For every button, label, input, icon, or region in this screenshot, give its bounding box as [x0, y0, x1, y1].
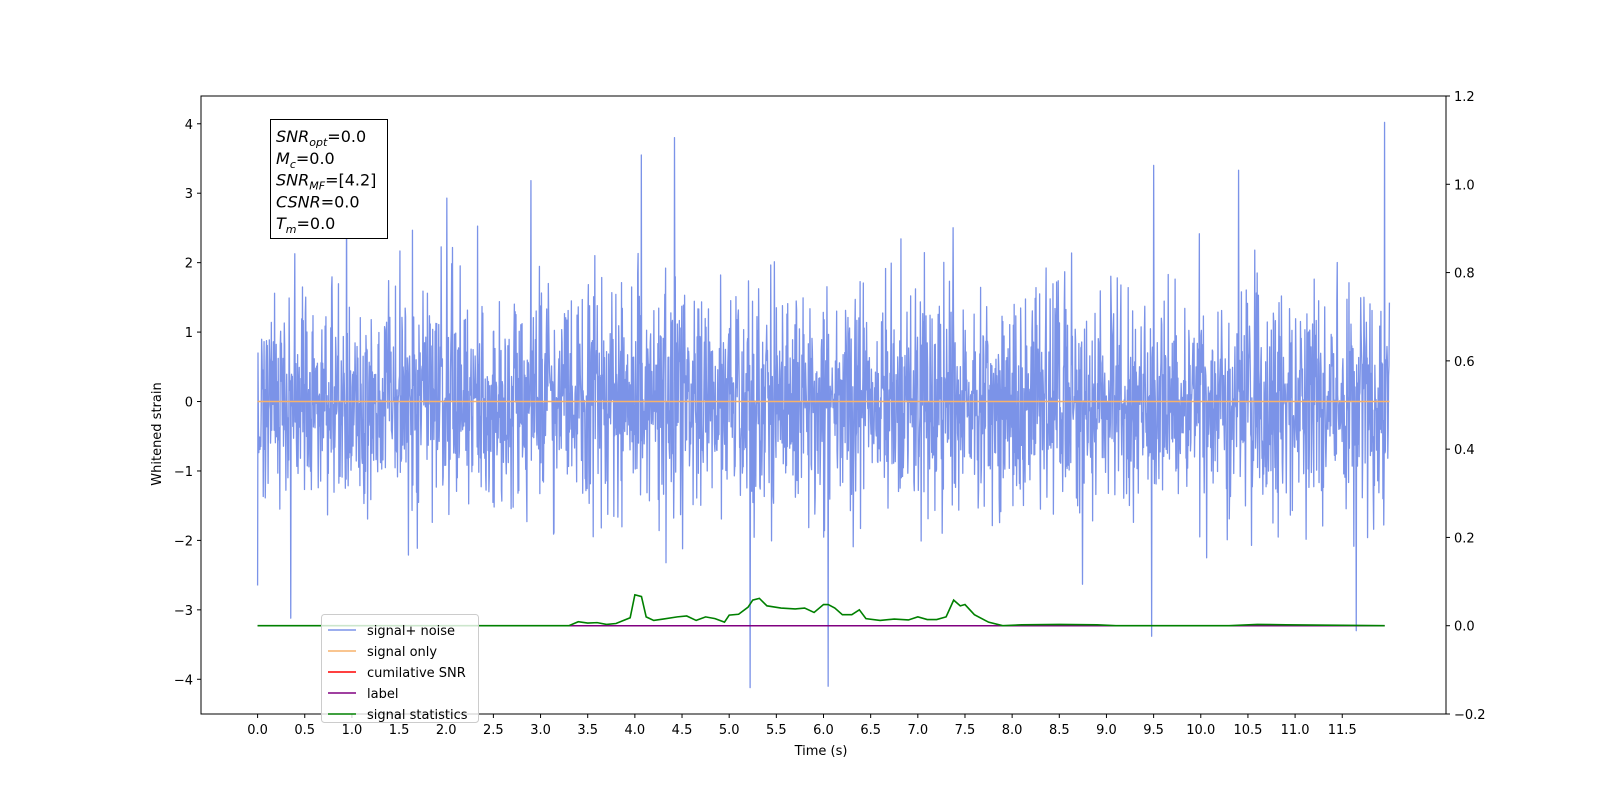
info-line: Mc=0.0 [276, 149, 335, 171]
info-line: SNRMF=[4.2] [276, 171, 376, 193]
y-tick-label: −3 [174, 604, 193, 619]
y-tick-label: 2 [185, 257, 193, 272]
x-tick-label: 8.0 [1002, 723, 1023, 738]
x-tick-label: 1.5 [389, 723, 410, 738]
x-tick-label: 4.5 [672, 723, 693, 738]
x-tick-label: 2.5 [483, 723, 504, 738]
legend: signal+ noise signal only cumilative SNR la… [321, 614, 479, 723]
x-tick-label: 8.5 [1049, 723, 1070, 738]
info-box-frame [270, 119, 388, 239]
x-tick-label: 1.0 [342, 723, 363, 738]
x-tick-label: 0.0 [247, 723, 268, 738]
x-tick-label: 6.0 [813, 723, 834, 738]
y-tick-label: 4 [185, 118, 193, 133]
legend-frame [321, 614, 479, 723]
legend-label: label [367, 687, 398, 702]
x-tick-label: 10.5 [1233, 723, 1262, 738]
info-line: Tm=0.0 [276, 214, 335, 236]
x-tick-label: 9.5 [1143, 723, 1164, 738]
legend-label: cumilative SNR [367, 666, 466, 681]
x-tick-label: 11.0 [1281, 723, 1310, 738]
x-tick-label: 7.5 [955, 723, 976, 738]
x-tick-label: 5.5 [766, 723, 787, 738]
legend-label: signal statistics [367, 708, 468, 723]
x-tick-label: 6.5 [860, 723, 881, 738]
x-tick-label: 5.0 [719, 723, 740, 738]
legend-label: signal+ noise [367, 624, 455, 639]
y2-tick-label: 0.8 [1454, 267, 1475, 282]
x-tick-label: 4.0 [625, 723, 646, 738]
y2-tick-label: −0.2 [1454, 708, 1486, 723]
y2-tick-label: 0.6 [1454, 355, 1475, 370]
x-tick-label: 7.0 [907, 723, 928, 738]
y-tick-label: 3 [185, 187, 193, 202]
y2-tick-label: 0.2 [1454, 531, 1475, 546]
y2-tick-label: 0.0 [1454, 620, 1475, 635]
legend-label: signal only [367, 645, 437, 660]
y-tick-label: −4 [174, 673, 193, 688]
y-tick-label: 0 [185, 396, 193, 411]
x-tick-label: 3.5 [577, 723, 598, 738]
y-tick-label: −2 [174, 534, 193, 549]
series-signal-plus-noise [256, 121, 1391, 689]
y2-tick-label: 0.4 [1454, 443, 1475, 458]
y-tick-label: −1 [174, 465, 193, 480]
x-axis-label: Time (s) [794, 744, 848, 759]
y2-tick-label: 1.0 [1454, 178, 1475, 193]
y2-tick-label: 1.2 [1454, 90, 1475, 105]
x-tick-label: 11.5 [1328, 723, 1357, 738]
info-line: CSNR=0.0 [276, 192, 360, 211]
x-tick-label: 2.0 [436, 723, 457, 738]
x-tick-label: 10.0 [1186, 723, 1215, 738]
x-tick-label: 0.5 [294, 723, 315, 738]
x-tick-label: 3.0 [530, 723, 551, 738]
y-axis-label: Whitened strain [150, 382, 165, 485]
y-tick-label: 1 [185, 326, 193, 341]
series-signal-statistics [257, 593, 1385, 627]
x-tick-label: 9.0 [1096, 723, 1117, 738]
info-line: SNRopt=0.0 [276, 127, 366, 149]
